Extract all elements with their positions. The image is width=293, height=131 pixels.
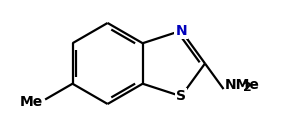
- Text: Me: Me: [19, 95, 43, 109]
- Text: NMe: NMe: [225, 78, 260, 92]
- Text: N: N: [176, 24, 187, 38]
- Text: S: S: [176, 89, 186, 103]
- Text: 2: 2: [243, 81, 252, 94]
